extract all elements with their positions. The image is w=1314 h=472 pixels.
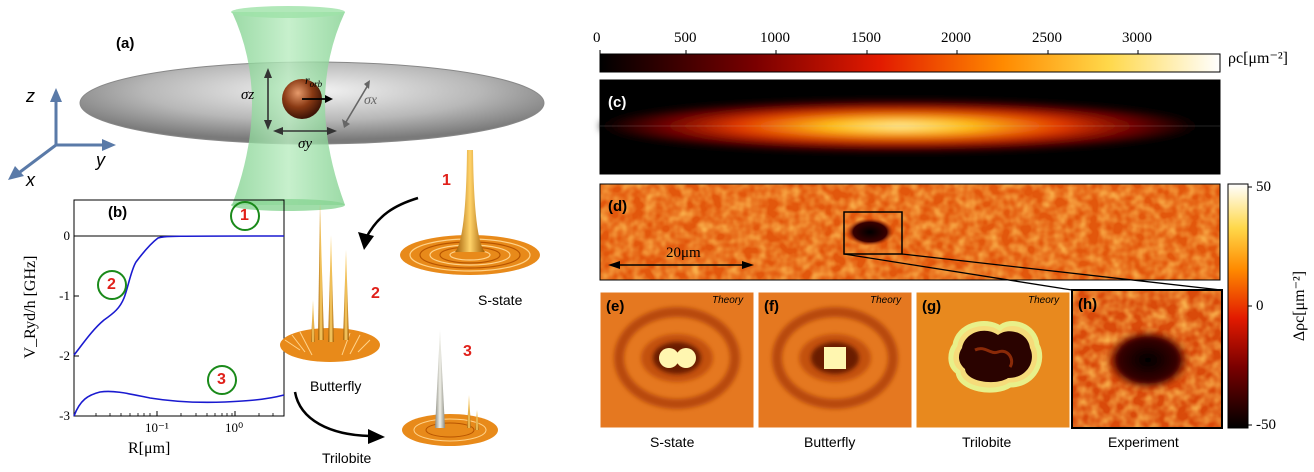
- panel-a: [8, 6, 545, 211]
- potential-curve-upper: [73, 235, 285, 356]
- marker-3-number: 3: [217, 371, 226, 388]
- cb-right-tick-50: 50: [1256, 179, 1271, 195]
- s-state-surface-label: S-state: [478, 292, 523, 308]
- panel-d: [599, 183, 1222, 291]
- marker-2-number: 2: [107, 276, 116, 293]
- panel-e-label: (e): [606, 298, 625, 315]
- ytick-2: -2: [59, 348, 70, 363]
- xtick-1: 10⁻¹: [145, 420, 169, 435]
- axis-y-label: y: [96, 150, 105, 170]
- panel-b: [73, 199, 285, 417]
- r-orb-label: rorb: [305, 73, 323, 89]
- cb-top-tick-0: 0: [593, 30, 601, 46]
- cb-top-tick-4: 2000: [941, 30, 971, 46]
- sigma-z-label: σz: [241, 87, 255, 103]
- coordinate-axes: [8, 88, 116, 180]
- xtick-2: 10⁰: [225, 420, 244, 435]
- trilobite-surface: [402, 330, 498, 446]
- cb-right-tick-neg50: -50: [1256, 417, 1276, 433]
- top-colorbar: [599, 50, 1221, 73]
- sigma-x-label: σx: [364, 93, 378, 108]
- marker-1-number: 1: [240, 207, 249, 224]
- butterfly-surface: [280, 203, 380, 362]
- cb-top-tick-1: 500: [674, 30, 697, 46]
- surface-number-1: 1: [442, 172, 451, 189]
- panel-g-label: (g): [922, 298, 942, 315]
- panel-f-tag: Theory: [870, 295, 902, 306]
- minor-ticks: [95, 413, 274, 416]
- axis-x-label: x: [26, 170, 35, 190]
- surface-number-2: 2: [371, 285, 380, 302]
- axis-z-label: z: [26, 86, 35, 106]
- panel-g-tag: Theory: [1028, 295, 1060, 306]
- cb-top-tick-2: 1000: [760, 30, 790, 46]
- panel-b-label: (b): [108, 204, 128, 221]
- cb-right-tick-0: 0: [1256, 298, 1264, 314]
- panel-e-caption: S-state: [650, 434, 695, 450]
- panel-f-label: (f): [764, 298, 779, 315]
- panel-h-caption: Experiment: [1108, 434, 1179, 450]
- panel-f-image: [757, 291, 913, 429]
- panel-h-image: [1071, 289, 1223, 429]
- panel-f-caption: Butterfly: [804, 434, 856, 450]
- ytick-1: -1: [59, 288, 70, 303]
- surface-number-3: 3: [463, 343, 472, 360]
- sigma-y-label: σy: [298, 136, 313, 152]
- x-axis-label: R[μm]: [128, 440, 171, 457]
- panel-g-caption: Trilobite: [962, 434, 1012, 450]
- butterfly-surface-label: Butterfly: [310, 378, 362, 394]
- ytick-0: 0: [63, 228, 71, 243]
- panel-h-label: (h): [1078, 296, 1098, 313]
- potential-curve-lower: [73, 390, 285, 417]
- right-colorbar: [1227, 183, 1252, 429]
- ytick-3: -3: [59, 408, 70, 423]
- panel-e-image: [599, 291, 755, 429]
- cb-top-tick-6: 3000: [1122, 30, 1152, 46]
- arrow-1-to-2: [364, 196, 419, 239]
- scale-bar-label: 20μm: [666, 245, 701, 261]
- cb-top-tick-3: 1500: [851, 30, 881, 46]
- panel-c: [599, 79, 1221, 175]
- panel-d-label: (d): [608, 198, 628, 215]
- cb-right-label: Δρc[μm⁻²]: [1291, 270, 1308, 342]
- panel-a-label: (a): [116, 35, 135, 52]
- panel-g-image: [915, 291, 1071, 429]
- potential-surfaces: [280, 150, 540, 446]
- s-state-surface: [400, 150, 540, 275]
- y-axis-label: V_Ryd/h [GHz]: [22, 255, 39, 359]
- state-markers: [97, 201, 260, 395]
- arrow-2-to-3: [293, 391, 371, 438]
- trilobite-surface-label: Trilobite: [322, 450, 372, 466]
- cb-top-unit-label: ρc[μm⁻²]: [1228, 50, 1289, 67]
- panel-c-label: (c): [608, 94, 627, 111]
- panel-e-tag: Theory: [712, 295, 744, 306]
- cb-top-tick-5: 2500: [1032, 30, 1062, 46]
